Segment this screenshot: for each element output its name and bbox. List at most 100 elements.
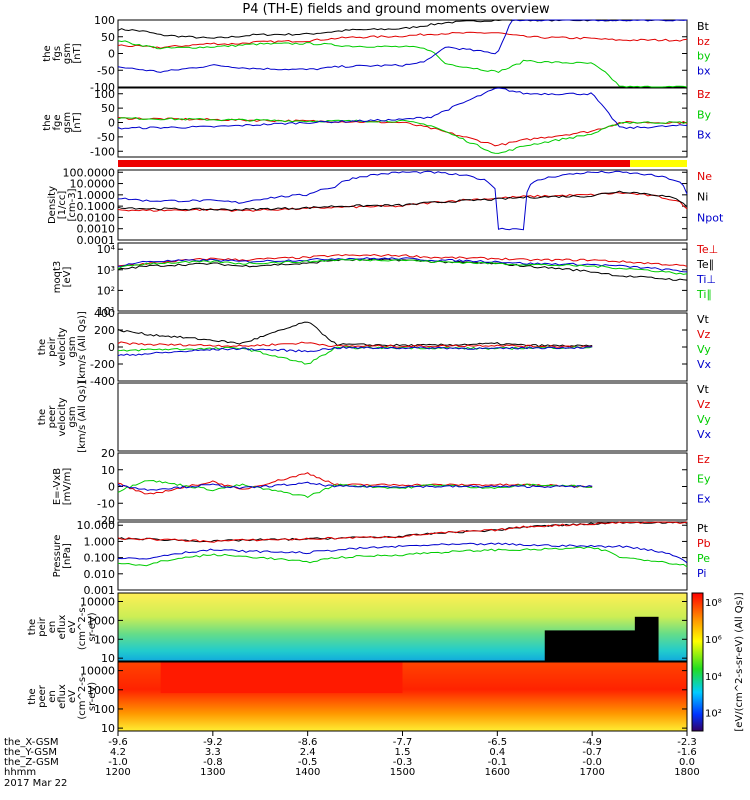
panels-group: 100500-50-100thefgsgsm[nT]Btbzbybx100500… bbox=[27, 14, 724, 735]
y-tick-label: 10³ bbox=[97, 264, 115, 277]
y-axis-label-line: fgs bbox=[52, 46, 63, 61]
x-tick-label: 1500 bbox=[390, 767, 415, 778]
x-tick-label: -4.9 bbox=[582, 737, 602, 748]
y-tick-label: 10.0000 bbox=[70, 178, 116, 191]
panel-pressure: 10.0001.0000.1000.0100.001Pressure[nPa]P… bbox=[52, 519, 711, 597]
legend-entry: Npot bbox=[697, 211, 724, 224]
panel-frame bbox=[117, 452, 688, 521]
y-tick-label: 0.0010 bbox=[77, 223, 116, 236]
y-tick-label: 100 bbox=[94, 14, 115, 27]
y-tick-label: 0.010 bbox=[84, 568, 116, 581]
legend-entry: By bbox=[697, 108, 712, 121]
heatmap-high-flux-band bbox=[160, 662, 403, 694]
y-axis-label-line: Density bbox=[47, 186, 58, 224]
y-axis-label-line: sr-eV) bbox=[87, 612, 98, 641]
series-line-Pb bbox=[117, 521, 688, 543]
y-axis-label-line: the bbox=[27, 688, 38, 704]
y-axis-label-line: the bbox=[37, 409, 48, 425]
y-axis-label: Density[1/cc][cm-3] bbox=[47, 186, 78, 224]
series-line-Ey bbox=[117, 479, 593, 498]
y-tick-label: 0.1000 bbox=[77, 200, 116, 213]
y-axis-label-line: the bbox=[42, 114, 53, 130]
series-line-Pe bbox=[117, 546, 688, 568]
y-axis-label-line: [km/s (All Qs)] bbox=[77, 381, 88, 453]
series-line-Te∥ bbox=[117, 258, 688, 281]
y-axis-label-line: gsm bbox=[67, 406, 78, 427]
legend-entry: Bt bbox=[697, 20, 710, 33]
x-axis-row-label: the_X-GSM bbox=[4, 737, 58, 748]
y-tick-label: 0.0001 bbox=[77, 234, 116, 247]
legend-entry: Pi bbox=[697, 567, 706, 580]
y-axis-label-line: gsm bbox=[67, 336, 78, 357]
y-tick-label: 10⁴ bbox=[97, 243, 116, 256]
legend-entry: Ex bbox=[697, 492, 711, 505]
series-line-Vt bbox=[117, 321, 593, 348]
x-tick-label: -0.7 bbox=[582, 747, 602, 758]
y-tick-label: -20 bbox=[97, 514, 115, 527]
y-tick-label: 50 bbox=[101, 31, 115, 44]
y-tick-label: 1.000 bbox=[84, 535, 116, 548]
y-axis-label-line: gsm bbox=[62, 43, 73, 64]
colorbar-tick-label: 10⁴ bbox=[705, 672, 722, 683]
y-tick-label: -50 bbox=[97, 131, 115, 144]
x-axis-row-label: the_Y-GSM bbox=[4, 747, 57, 758]
y-axis-label: thepeirvelocitygsm[km/s (All Qs)] bbox=[37, 311, 88, 383]
y-axis-label-line: peir bbox=[37, 616, 48, 636]
y-axis-label-line: [cm-3] bbox=[67, 188, 78, 221]
y-tick-label: 200 bbox=[94, 324, 115, 337]
y-tick-label: 20 bbox=[101, 447, 115, 460]
legend-entry: Pb bbox=[697, 537, 711, 550]
legend-entry: Vx bbox=[697, 428, 712, 441]
y-axis-label-line: eV bbox=[67, 690, 78, 703]
y-axis-label-line: eV bbox=[67, 620, 78, 633]
y-axis-label-line: [nT] bbox=[72, 43, 83, 63]
panel-frame bbox=[117, 592, 688, 662]
panel-temperature: 10⁴ 10³ 10² 10¹ moqt3[eV] Te⊥ Te∥ Ti⊥ Ti∥ bbox=[52, 242, 718, 318]
x-tick-label: 1600 bbox=[485, 767, 510, 778]
y-axis-label-line: sr-eV) bbox=[87, 682, 98, 711]
y-tick-label: 100 bbox=[94, 633, 115, 646]
series-line-Npot bbox=[117, 170, 688, 231]
y-axis-label: thepeervelocitygsm[km/s (All Qs)] bbox=[37, 381, 88, 453]
flag-bar-red bbox=[118, 160, 631, 167]
series-line-Ni bbox=[117, 190, 688, 212]
panel-peir-en-eflux: 10000100010010thepeirenefluxeV(cm^2-s-sr… bbox=[27, 592, 688, 665]
panel-frame bbox=[117, 19, 688, 88]
colorbar-scale bbox=[691, 592, 704, 732]
y-tick-label: 100.0000 bbox=[63, 166, 116, 179]
y-axis-label-line: gsm bbox=[62, 112, 73, 133]
quality-flag-bar bbox=[118, 160, 687, 167]
y-axis-label-line: [mV/m] bbox=[62, 468, 73, 506]
y-tick-label: -200 bbox=[90, 358, 115, 371]
legend-entry: Te⊥ bbox=[696, 243, 718, 256]
y-axis-label-line: [eV] bbox=[62, 267, 73, 288]
y-axis-label: thefgegsm[nT] bbox=[42, 112, 83, 133]
x-tick-label: -1.0 bbox=[108, 757, 128, 768]
x-tick-label: 0.4 bbox=[489, 747, 505, 758]
y-axis-label-line: the bbox=[42, 45, 53, 61]
legend-entry: bz bbox=[697, 35, 710, 48]
y-tick-label: 400 bbox=[94, 307, 115, 320]
x-tick-label: -0.3 bbox=[393, 757, 413, 768]
y-tick-label: -50 bbox=[97, 64, 115, 77]
panel-peer-velocity: thepeervelocitygsm[km/s (All Qs)] Vt Vz Vy V… bbox=[37, 381, 712, 453]
y-axis-label-line: fge bbox=[52, 114, 63, 130]
y-axis-label-line: peer bbox=[37, 684, 48, 708]
legend-entry: Vt bbox=[697, 313, 710, 326]
panel-frame bbox=[117, 521, 688, 591]
y-tick-label: 50 bbox=[101, 102, 115, 115]
heatmap-no-data-patch bbox=[634, 616, 659, 661]
colorbar-tick-label: 10² bbox=[705, 709, 722, 720]
y-tick-label: 100 bbox=[94, 88, 115, 101]
series-line-Pt bbox=[117, 521, 688, 543]
y-axis-label-line: (cm^2-s- bbox=[77, 603, 88, 650]
x-tick-label: -2.3 bbox=[677, 737, 697, 748]
panel-density: 100.000010.00001.00000.10000.01000.00100… bbox=[47, 166, 724, 247]
legend-entry: Pe bbox=[697, 552, 710, 565]
series-line-bx bbox=[117, 19, 688, 73]
legend-entry: Ti∥ bbox=[696, 288, 712, 301]
y-tick-label: 10 bbox=[101, 464, 115, 477]
